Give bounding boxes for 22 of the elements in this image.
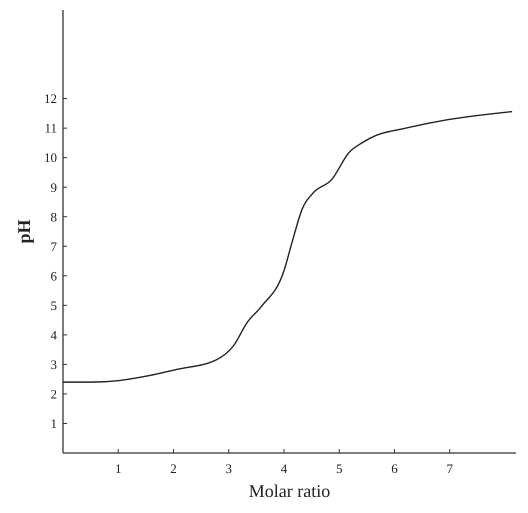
x-tick-label: 3 bbox=[225, 461, 232, 476]
line-series bbox=[62, 110, 513, 383]
y-axis-title: pH bbox=[14, 219, 34, 244]
y-tick-label: 4 bbox=[50, 327, 58, 342]
y-tick-label: 8 bbox=[50, 209, 57, 224]
y-tick-label: 2 bbox=[50, 386, 57, 402]
y-tick-label: 12 bbox=[44, 91, 57, 106]
x-tick-label: 7 bbox=[446, 461, 454, 476]
y-tick-label: 3 bbox=[50, 356, 57, 372]
y-tick-label: 6 bbox=[50, 268, 58, 284]
x-tick-label: 2 bbox=[170, 461, 177, 476]
x-tick-label: 5 bbox=[336, 461, 342, 476]
y-tick-label: 7 bbox=[50, 238, 58, 254]
y-tick-label: 9 bbox=[50, 180, 57, 195]
x-tick-label: 6 bbox=[391, 461, 398, 476]
y-tick-label: 5 bbox=[50, 298, 57, 313]
y-tick-label: 10 bbox=[44, 150, 57, 166]
y-tick-label: 1 bbox=[50, 416, 57, 432]
x-tick-label: 4 bbox=[280, 461, 288, 476]
x-tick-label: 1 bbox=[114, 461, 122, 476]
y-tick-label: 11 bbox=[44, 120, 57, 136]
x-axis-title: Molar ratio bbox=[248, 481, 330, 501]
